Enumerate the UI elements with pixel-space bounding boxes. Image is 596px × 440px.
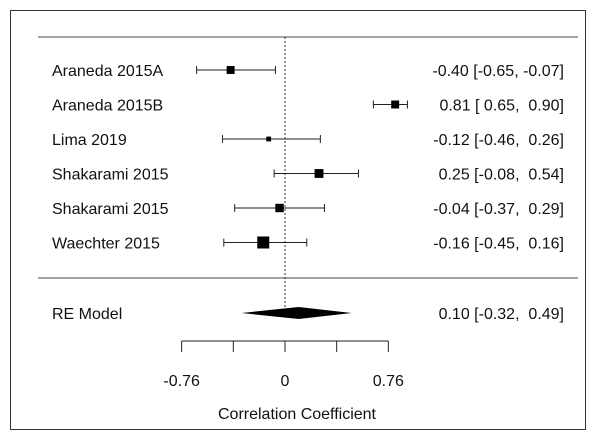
ci-text: 0.25 [-0.08, 0.54] [439, 167, 564, 184]
ci-text: -0.04 [-0.37, 0.29] [433, 201, 564, 218]
study-row: Araneda 2015A -0.40 [-0.65, -0.07] [52, 63, 564, 80]
study-row: Lima 2019 -0.12 [-0.46, 0.26] [52, 132, 564, 149]
estimate-point [257, 236, 270, 249]
ci-text: -0.16 [-0.45, 0.16] [433, 236, 564, 253]
summary-diamond [241, 307, 352, 319]
study-label: Shakarami 2015 [52, 167, 169, 184]
estimate-point [391, 100, 400, 109]
study-label: Lima 2019 [52, 132, 127, 149]
study-row: Waechter 2015 -0.16 [-0.45, 0.16] [52, 236, 564, 253]
study-row: Shakarami 2015 0.25 [-0.08, 0.54] [52, 167, 564, 184]
study-label: Araneda 2015B [52, 98, 163, 115]
study-row: Araneda 2015B 0.81 [ 0.65, 0.90] [52, 98, 564, 115]
ci-text: -0.12 [-0.46, 0.26] [433, 132, 564, 149]
summary-label: RE Model [52, 306, 122, 323]
ci-text: -0.40 [-0.65, -0.07] [432, 63, 564, 80]
estimate-point [226, 66, 235, 74]
estimate-point [314, 169, 324, 178]
study-row: Shakarami 2015 -0.04 [-0.37, 0.29] [52, 201, 564, 218]
study-label: Waechter 2015 [52, 236, 160, 253]
ci-text: 0.81 [ 0.65, 0.90] [439, 98, 564, 115]
x-tick-label: 0 [281, 373, 290, 390]
x-axis: -0.76 0 0.76 [163, 340, 404, 390]
estimate-point [266, 136, 272, 142]
summary-row: RE Model 0.10 [-0.32, 0.49] [52, 306, 564, 323]
x-tick-label: 0.76 [373, 373, 404, 390]
study-label: Araneda 2015A [52, 63, 164, 80]
x-axis-label: Correlation Coefficient [218, 406, 377, 423]
estimate-point [275, 203, 284, 213]
study-label: Shakarami 2015 [52, 201, 169, 218]
summary-ci-text: 0.10 [-0.32, 0.49] [439, 306, 564, 323]
forest-plot-frame [10, 10, 586, 430]
study-rows: Araneda 2015A -0.40 [-0.65, -0.07]Araneda… [52, 63, 564, 253]
x-tick-label: -0.76 [163, 373, 200, 390]
